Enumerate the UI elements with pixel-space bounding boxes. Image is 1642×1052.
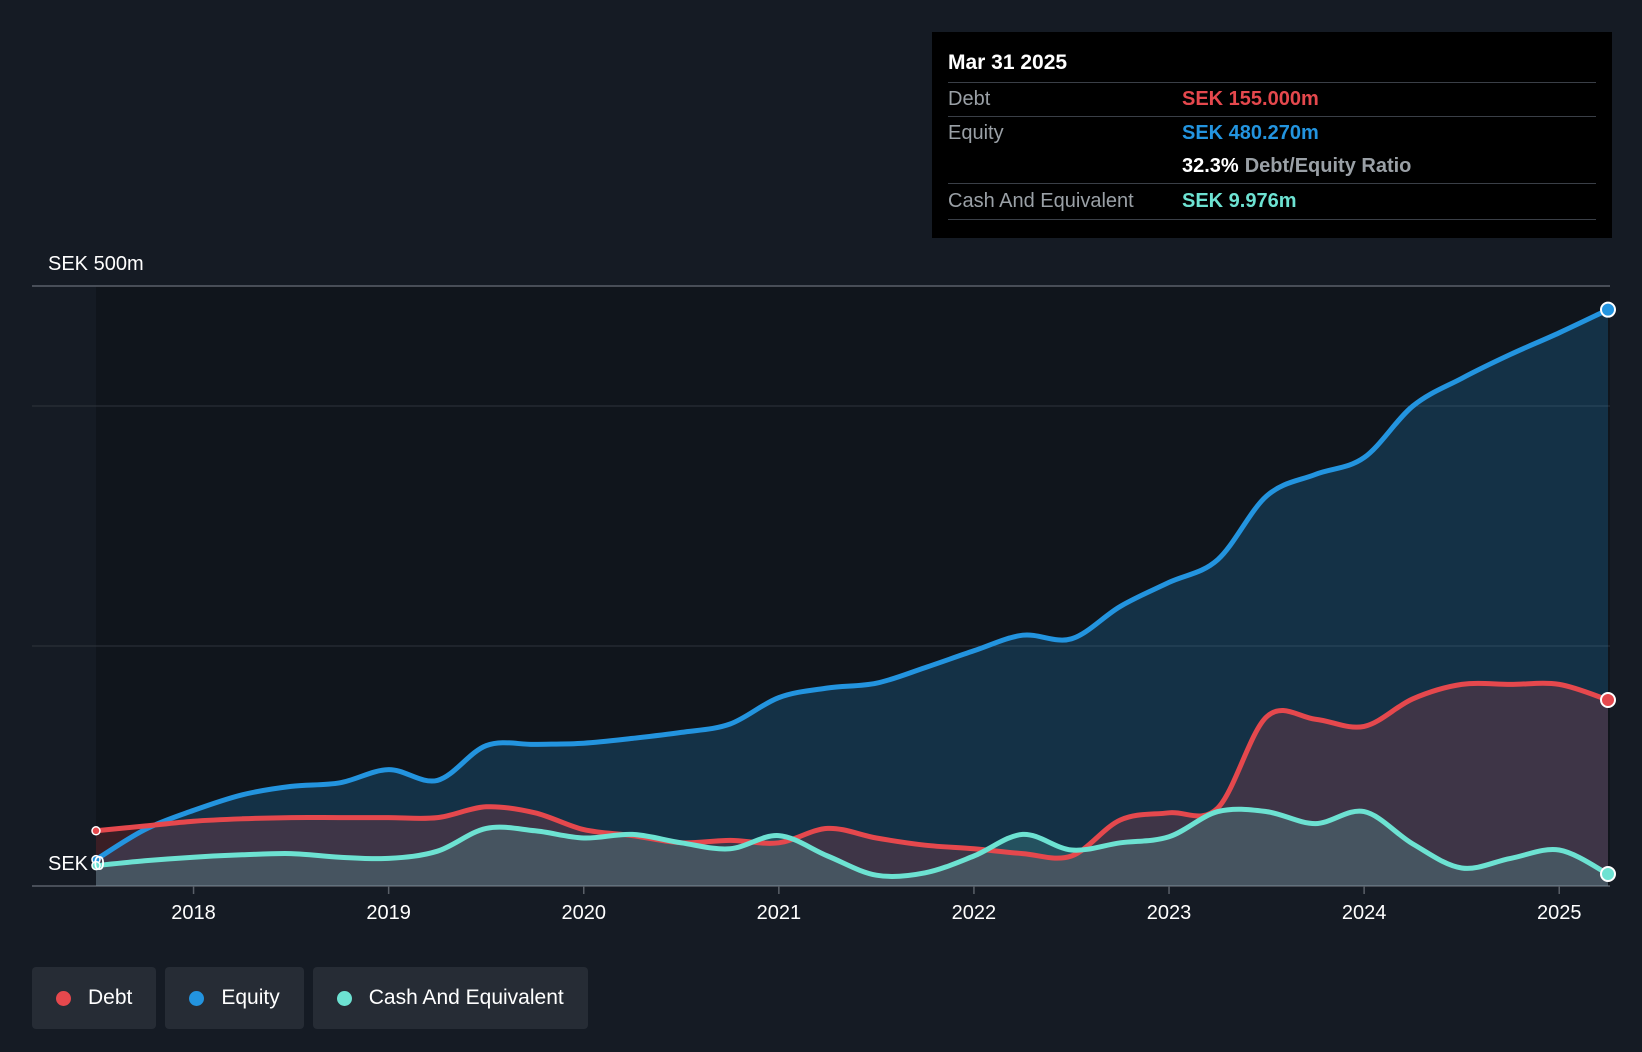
tooltip-debt-value: SEK 155.000m bbox=[1182, 88, 1319, 110]
tooltip-ratio-value: 32.3% bbox=[1182, 155, 1239, 177]
tooltip: Mar 31 2025 Debt SEK 155.000m Equity SEK… bbox=[932, 32, 1612, 238]
endpoint-equity[interactable] bbox=[1600, 301, 1616, 318]
legend-label-equity: Equity bbox=[221, 986, 280, 1009]
endpoint-cash-and-equivalent[interactable] bbox=[1600, 866, 1616, 883]
x-tick-label: 2021 bbox=[757, 902, 802, 924]
legend-label-cash: Cash And Equivalent bbox=[368, 986, 564, 1009]
line-cash-and-equivalent[interactable] bbox=[93, 806, 1611, 880]
tooltip-cash-label: Cash And Equivalent bbox=[948, 190, 1134, 212]
tooltip-date: Mar 31 2025 bbox=[948, 51, 1068, 74]
tooltip-equity-row: Equity SEK 480.270m bbox=[948, 116, 1596, 150]
legend-dot-debt bbox=[56, 990, 71, 1006]
endpoint-debt[interactable] bbox=[1600, 692, 1616, 708]
tooltip-equity-value: SEK 480.270m bbox=[1182, 122, 1319, 144]
x-tick-label: 2018 bbox=[171, 902, 216, 924]
legend-item-equity[interactable]: Equity bbox=[165, 967, 304, 1029]
legend-dot-equity bbox=[189, 990, 205, 1006]
legend-label-debt: Debt bbox=[88, 986, 133, 1009]
x-tick-label: 2020 bbox=[561, 902, 606, 924]
line-equity[interactable] bbox=[93, 307, 1611, 863]
tooltip-debt-label: Debt bbox=[948, 88, 991, 110]
tooltip-ratio-label: Debt/Equity Ratio bbox=[1244, 155, 1412, 177]
area-cash-and-equivalent bbox=[96, 809, 1608, 886]
x-tick-label: 2022 bbox=[952, 902, 997, 924]
legend-dot-cash bbox=[336, 990, 352, 1006]
tooltip-equity-label: Equity bbox=[948, 122, 1004, 144]
startpoint-cash-and-equivalent bbox=[91, 860, 101, 871]
legend-item-debt[interactable]: Debt bbox=[32, 967, 157, 1029]
area-equity bbox=[96, 309, 1608, 886]
line-debt[interactable] bbox=[93, 680, 1611, 861]
tooltip-cash-row: Cash And Equivalent SEK 9.976m bbox=[948, 183, 1596, 220]
x-tick-label: 2025 bbox=[1537, 902, 1582, 924]
tooltip-debt-row: Debt SEK 155.000m bbox=[948, 82, 1596, 116]
y-axis-bottom-label: SEK 0 bbox=[48, 853, 105, 875]
tooltip-cash-value: SEK 9.976m bbox=[1182, 190, 1297, 212]
tooltip-ratio-row: 32.3% Debt/Equity Ratio bbox=[948, 150, 1596, 183]
x-tick-label: 2024 bbox=[1342, 902, 1387, 924]
x-tick-label: 2019 bbox=[366, 902, 411, 924]
x-tick-label: 2023 bbox=[1147, 902, 1192, 924]
legend: Debt Equity Cash And Equivalent bbox=[32, 967, 588, 1029]
plot-highlight-background bbox=[96, 286, 1610, 887]
legend-item-cash[interactable]: Cash And Equivalent bbox=[312, 967, 588, 1029]
startpoint-debt bbox=[91, 826, 101, 836]
y-axis-top-label: SEK 500m bbox=[48, 253, 144, 275]
